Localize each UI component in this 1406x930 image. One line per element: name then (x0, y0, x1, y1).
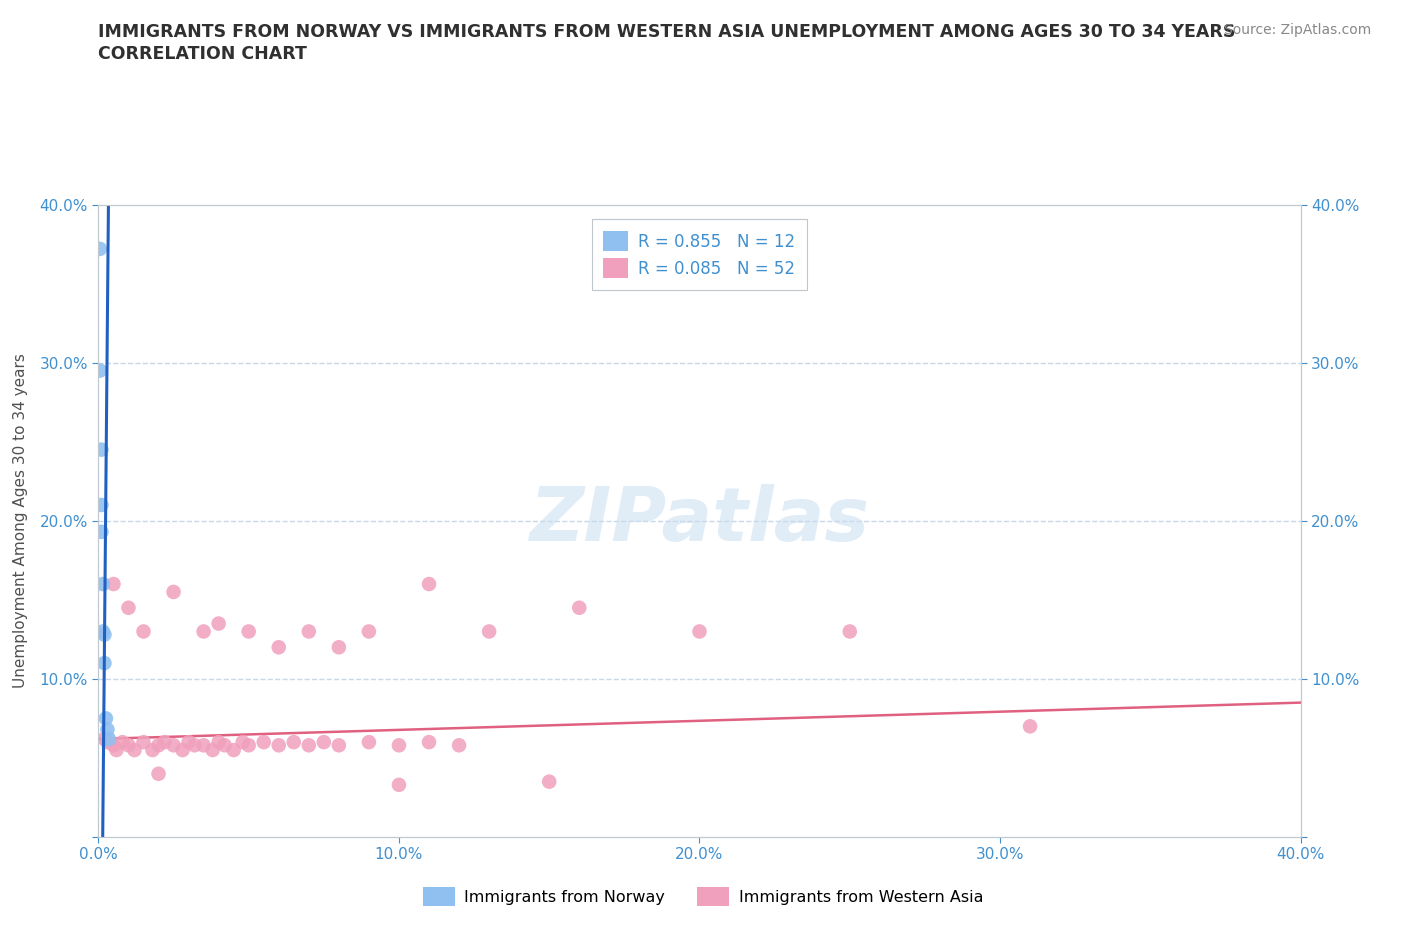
Point (232, 735, 254, 750)
Point (447, 737, 470, 752)
Point (283, 735, 305, 750)
Point (89, 242, 111, 257)
Point (418, 735, 440, 750)
Point (388, 777, 411, 792)
Point (172, 742, 194, 757)
Point (312, 735, 335, 750)
Point (689, 624, 711, 639)
Point (96, 722, 118, 737)
Point (238, 624, 260, 639)
Point (162, 585, 184, 600)
Text: IMMIGRANTS FROM NORWAY VS IMMIGRANTS FROM WESTERN ASIA UNEMPLOYMENT AMONG AGES 3: IMMIGRANTS FROM NORWAY VS IMMIGRANTS FRO… (98, 23, 1236, 41)
Point (132, 735, 155, 750)
Point (90, 498, 112, 512)
Point (538, 774, 561, 789)
Point (328, 737, 350, 752)
Point (141, 742, 163, 757)
Point (177, 735, 200, 750)
Point (93, 732, 115, 747)
Point (418, 577, 440, 591)
Point (103, 577, 125, 591)
Point (208, 617, 231, 631)
Point (94, 711, 117, 726)
Point (91, 577, 114, 591)
Point (214, 737, 236, 752)
Legend: R = 0.855   N = 12, R = 0.085   N = 52: R = 0.855 N = 12, R = 0.085 N = 52 (592, 219, 807, 290)
Point (357, 735, 380, 750)
Y-axis label: Unemployment Among Ages 30 to 34 years: Unemployment Among Ages 30 to 34 years (14, 353, 28, 688)
Text: CORRELATION CHART: CORRELATION CHART (98, 45, 308, 62)
Point (193, 737, 215, 752)
Point (90, 525, 112, 539)
Point (298, 624, 321, 639)
Point (478, 624, 501, 639)
Text: Source: ZipAtlas.com: Source: ZipAtlas.com (1223, 23, 1371, 37)
Point (253, 735, 276, 750)
Point (568, 601, 591, 616)
Point (267, 737, 290, 752)
Point (208, 735, 231, 750)
Point (124, 742, 146, 757)
Point (105, 742, 128, 757)
Point (117, 601, 139, 616)
Point (93, 656, 115, 671)
Point (96, 735, 118, 750)
Point (91, 624, 114, 639)
Point (328, 640, 350, 655)
Point (201, 742, 224, 757)
Point (117, 737, 139, 752)
Point (148, 766, 170, 781)
Point (90, 443, 112, 458)
Point (148, 737, 170, 752)
Point (298, 737, 321, 752)
Point (162, 737, 184, 752)
Text: ZIPatlas: ZIPatlas (530, 485, 869, 557)
Point (97, 732, 120, 747)
Point (193, 624, 215, 639)
Point (267, 640, 290, 655)
Point (153, 735, 176, 750)
Point (89, 364, 111, 379)
Point (222, 742, 245, 757)
Point (111, 735, 134, 750)
Point (1019, 719, 1042, 734)
Point (388, 737, 411, 752)
Legend: Immigrants from Norway, Immigrants from Western Asia: Immigrants from Norway, Immigrants from … (416, 881, 990, 912)
Point (357, 624, 380, 639)
Point (93, 627, 115, 642)
Point (838, 624, 860, 639)
Point (103, 737, 125, 752)
Point (132, 624, 155, 639)
Point (238, 737, 260, 752)
Point (183, 737, 205, 752)
